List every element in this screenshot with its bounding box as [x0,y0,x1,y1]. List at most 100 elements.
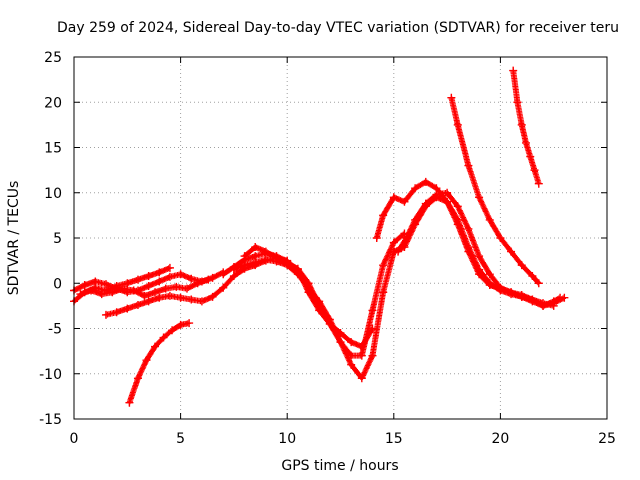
data-point [528,295,537,304]
data-point [251,258,260,267]
data-point [101,280,110,289]
data-point [208,273,217,282]
data-point [119,284,128,293]
y-axis: -15 -10 -5 0 5 10 15 20 25 [39,50,607,428]
data-point [556,293,565,302]
series-track-9 [379,193,569,310]
data-point [176,270,185,279]
data-point [123,304,132,313]
x-axis: 0 5 10 15 20 25 [70,57,616,447]
data-point [187,295,196,304]
data-point [76,290,85,299]
data-point [509,66,518,75]
y-tick-label: 25 [44,50,62,66]
data-point [539,301,548,310]
data-point [240,261,249,270]
data-point [513,98,522,107]
data-point [496,283,505,292]
y-tick-label: 20 [44,95,62,111]
data-point [315,301,324,310]
data-point [155,277,164,286]
data-point [421,177,430,186]
data-point [161,284,170,293]
data-point [432,190,441,199]
data-point [204,275,213,284]
data-point [165,291,174,300]
data-point [357,351,366,360]
data-point [357,374,366,383]
data-point [293,264,302,273]
series-track-7 [240,229,409,360]
data-point [193,279,202,288]
data-point [534,179,543,188]
x-tick-label: 25 [598,431,616,447]
data-point [347,338,356,347]
data-point [475,265,484,274]
data-point [521,138,530,147]
series-markers [380,194,566,309]
data-point [151,288,160,297]
data-point [87,286,96,295]
data-point [123,279,132,288]
data-point [400,197,409,206]
series-markers [510,67,542,186]
data-point [208,292,217,301]
data-point [507,247,516,256]
data-point [389,238,398,247]
data-point [133,300,142,309]
data-point [464,243,473,252]
x-tick-label: 0 [70,431,79,447]
data-point [144,281,153,290]
series-track-13 [125,319,194,407]
data-point [182,284,191,293]
data-point [347,351,356,360]
data-point [155,268,164,277]
data-point [168,326,177,335]
data-point [325,319,334,328]
data-point [185,319,194,328]
data-point [187,274,196,283]
data-point [411,215,420,224]
data-point [447,93,456,102]
data-point [534,279,543,288]
series-track-10 [394,188,565,310]
data-point [528,272,537,281]
grid [74,57,607,419]
x-tick-label: 10 [278,431,296,447]
y-tick-label: 15 [44,141,62,157]
data-point [165,263,174,272]
data-point [176,293,185,302]
data-point [112,308,121,317]
y-tick-label: 0 [53,276,62,292]
data-point [129,286,138,295]
data-point [272,253,281,262]
y-tick-label: 5 [53,231,62,247]
data-point [347,360,356,369]
y-tick-label: 10 [44,186,62,202]
series-markers [448,94,541,286]
data-point [507,288,516,297]
data-point [155,293,164,302]
data-point [379,261,388,270]
data-point [251,243,260,252]
data-point [97,290,106,299]
data-point [530,166,539,175]
data-point [108,288,117,297]
data-point [125,398,134,407]
data-point [485,215,494,224]
data-point [144,297,153,306]
data-point [80,281,89,290]
data-point [496,234,505,242]
series-markers [230,256,386,382]
y-tick-label: -5 [48,322,62,338]
y-tick-label: -10 [39,367,62,383]
series-track-3 [76,275,213,300]
data-point [165,272,174,281]
data-point [475,193,484,202]
data-point [517,120,526,129]
series-track-12 [509,66,543,188]
data-point [485,279,494,288]
series-layer [70,66,569,407]
data-point [144,272,153,281]
data-point [389,193,398,202]
